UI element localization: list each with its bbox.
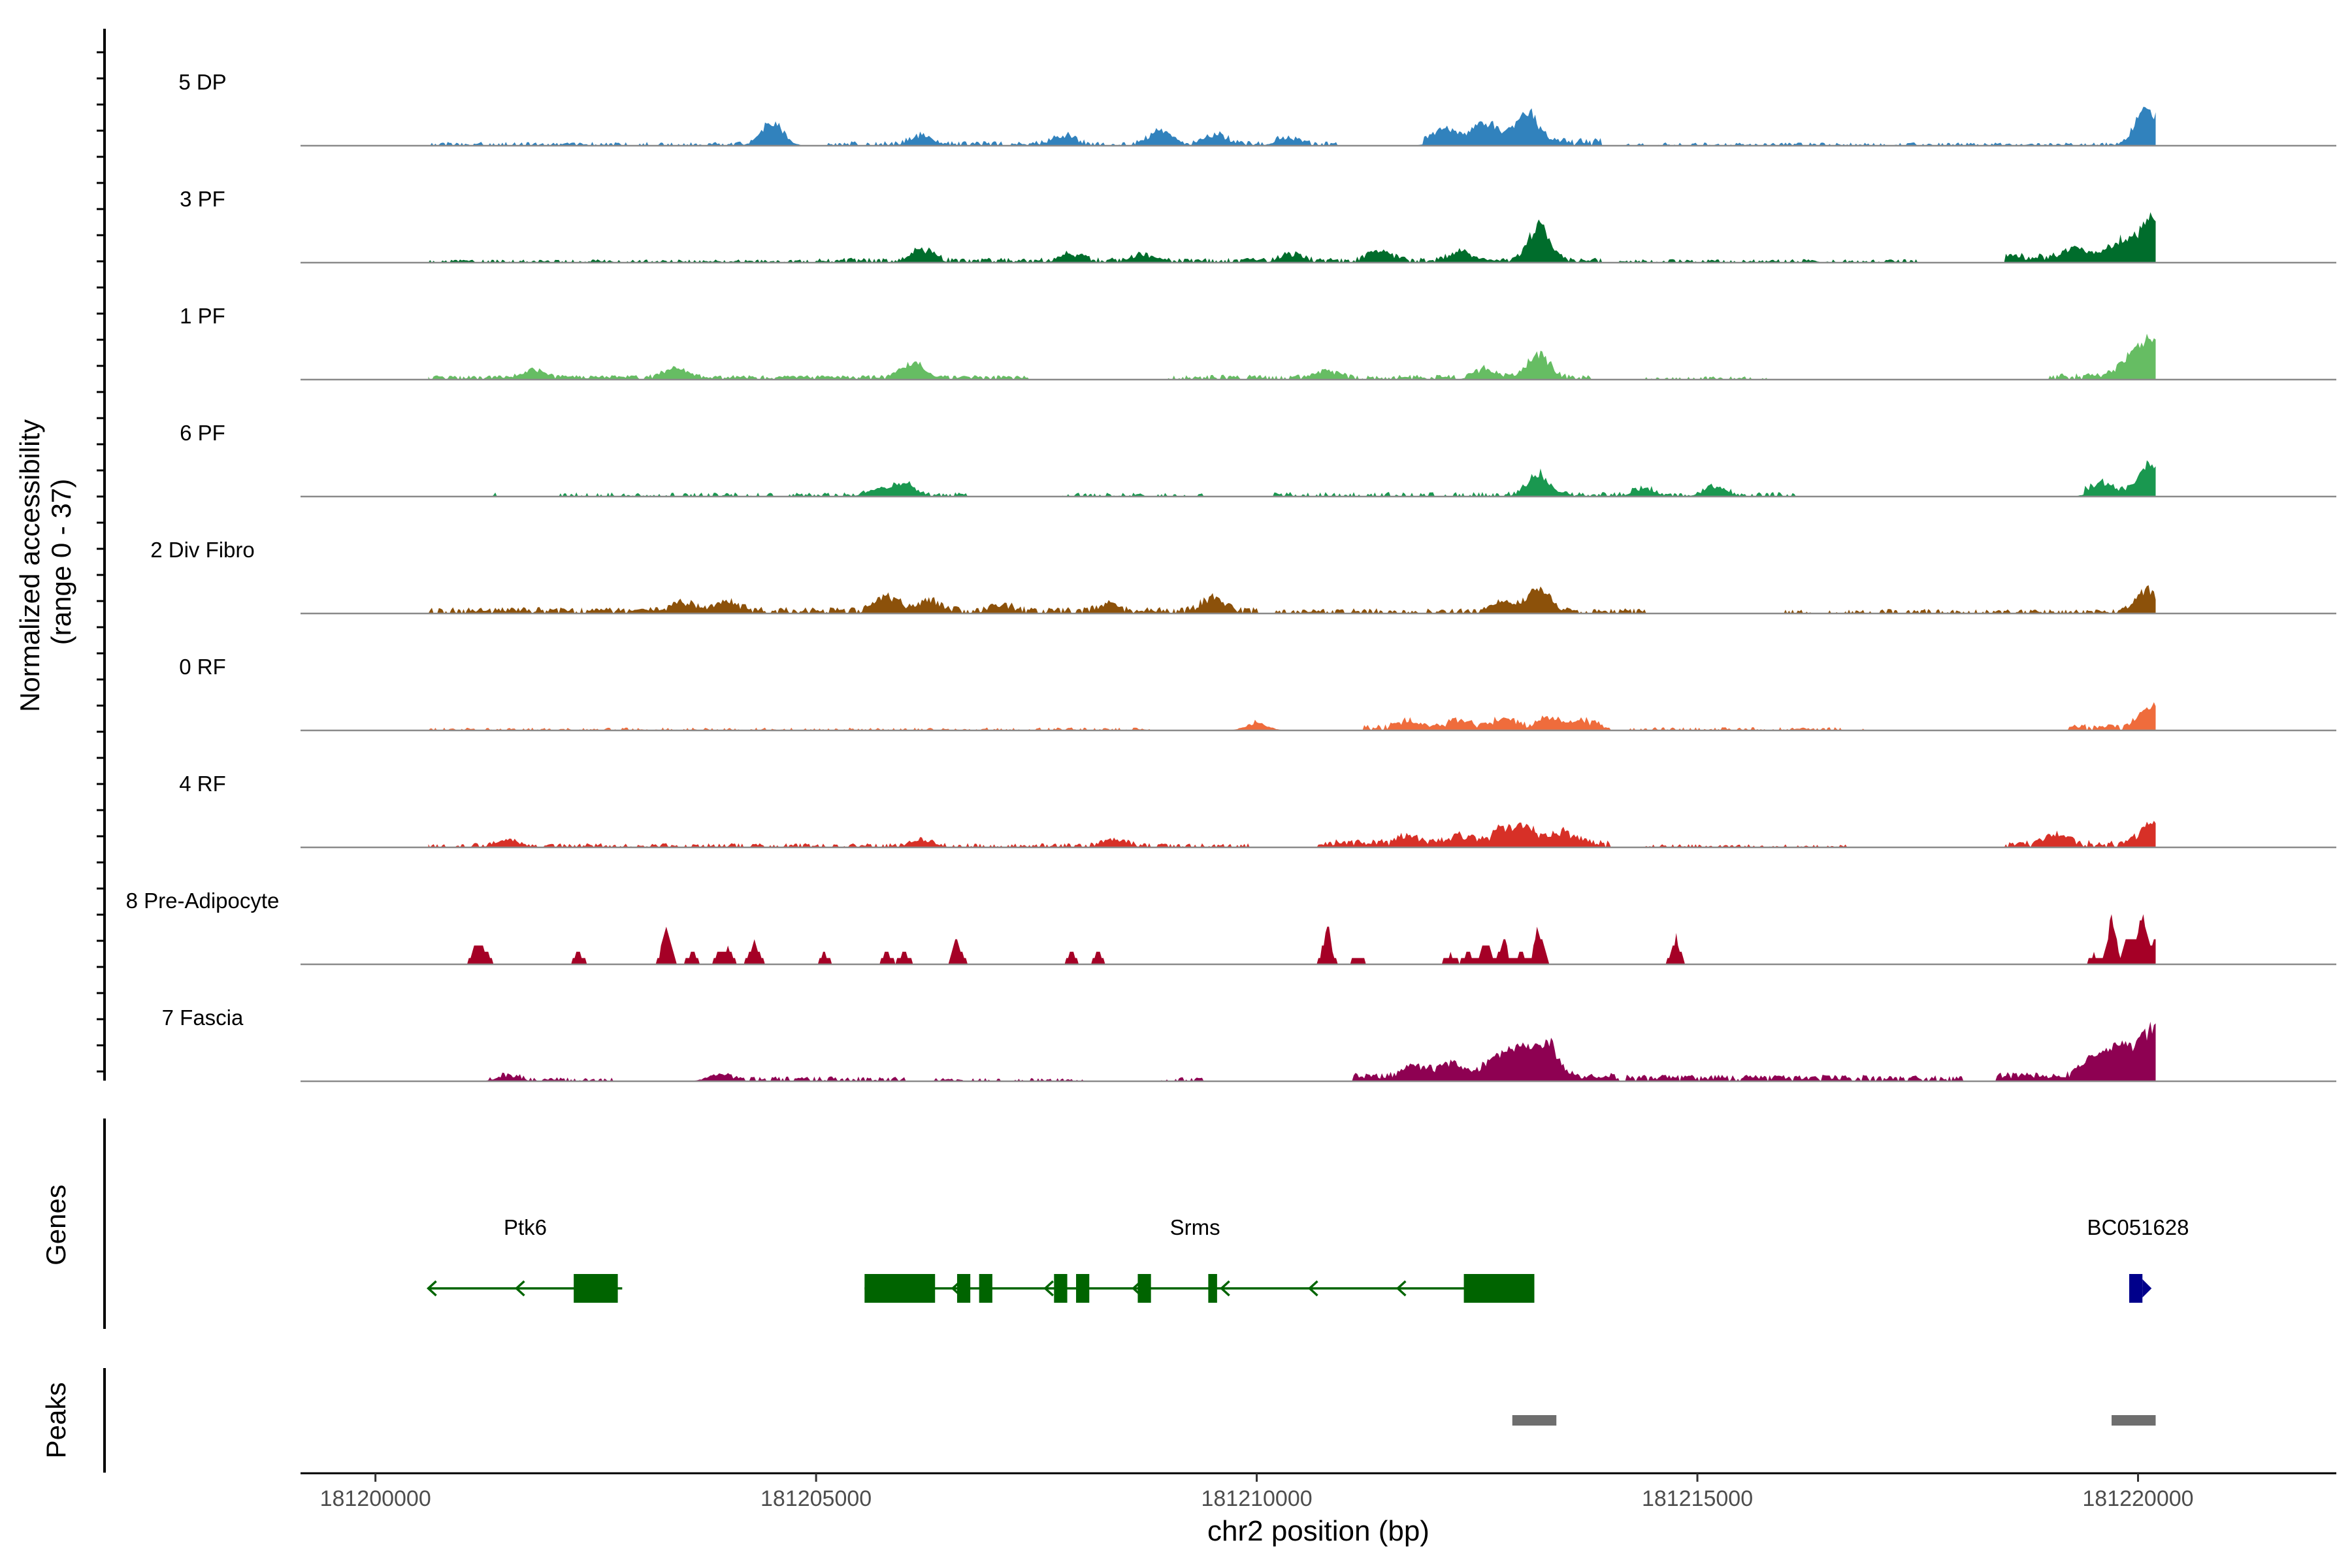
gene-exon <box>1463 1274 1535 1303</box>
coverage-y-minor-ticks <box>97 51 105 1073</box>
track-label: 6 PF <box>180 421 225 445</box>
track-7: 4 RF <box>179 772 2336 849</box>
peaks-panel-label: Peaks <box>41 1382 71 1459</box>
coverage-y-axis-label: Normalized accessibility (range 0 - 37) <box>14 412 76 712</box>
track-5: 2 Div Fibro <box>150 538 2336 615</box>
track-label: 2 Div Fibro <box>150 538 255 562</box>
track-label: 3 PF <box>180 187 225 211</box>
peak-region <box>1512 1415 1557 1426</box>
track-9: 7 Fascia <box>162 1005 2336 1083</box>
gene-strand-arrow <box>1220 1280 1230 1297</box>
track-4: 6 PF <box>180 421 2336 498</box>
gene-exon <box>864 1274 936 1303</box>
y-axis-label-line2: (range 0 - 37) <box>46 479 76 645</box>
gene-exon <box>574 1274 618 1303</box>
track-label: 4 RF <box>179 772 226 796</box>
track-3: 1 PF <box>180 304 2336 381</box>
gene-strand-arrow <box>2142 1279 2152 1298</box>
track-area <box>428 585 2156 613</box>
peak-regions <box>1512 1415 2156 1426</box>
x-tick-label: 181215000 <box>1642 1486 1753 1511</box>
y-axis-label-line1: Normalized accessibility <box>14 419 45 712</box>
gene-srms: Srms <box>864 1215 1535 1303</box>
genes-panel-label: Genes <box>41 1184 71 1266</box>
track-label: 0 RF <box>179 655 226 679</box>
track-8: 8 Pre-Adipocyte <box>126 889 2336 966</box>
track-area <box>428 106 2156 146</box>
track-1: 5 DP <box>178 70 2336 147</box>
gene-exon <box>1208 1274 1217 1303</box>
peak-region <box>2112 1415 2156 1426</box>
x-tick-label: 181210000 <box>1201 1486 1312 1511</box>
gene-bc051628: BC051628 <box>2087 1215 2189 1303</box>
gene-exon <box>979 1274 992 1303</box>
track-area <box>428 821 2156 847</box>
track-2: 3 PF <box>180 187 2336 264</box>
x-tick-label: 181200000 <box>320 1486 431 1511</box>
x-axis-label: chr2 position (bp) <box>1207 1515 1429 1547</box>
gene-ptk6: Ptk6 <box>427 1215 623 1303</box>
track-label: 5 DP <box>178 70 226 94</box>
track-6: 0 RF <box>179 655 2336 732</box>
x-tick-label: 181205000 <box>760 1486 872 1511</box>
track-label: 1 PF <box>180 304 225 328</box>
gene-strand-arrow <box>1396 1280 1407 1297</box>
gene-label: Srms <box>1170 1215 1220 1239</box>
gene-exon <box>1137 1274 1151 1303</box>
gene-strand-arrow <box>427 1280 437 1297</box>
gene-strand-arrow <box>1043 1280 1054 1297</box>
x-axis-ticks: 181200000 181205000 181210000 181215000 1812… <box>320 1473 2194 1511</box>
gene-label: Ptk6 <box>504 1215 547 1239</box>
gene-strand-arrow <box>1307 1280 1318 1297</box>
gene-label: BC051628 <box>2087 1215 2189 1239</box>
x-tick-label: 181220000 <box>2082 1486 2193 1511</box>
gene-strand-arrow <box>514 1280 525 1297</box>
coverage-tracks: 5 DP 3 PF 1 PF 6 PF 2 Div Fibro 0 RF 4 RF 8 Pre… <box>126 70 2336 1083</box>
gene-exon <box>956 1274 971 1303</box>
track-label: 8 Pre-Adipocyte <box>126 889 280 913</box>
gene-exon <box>1054 1274 1068 1303</box>
gene-annotations: Ptk6 Srms BC051628 <box>427 1215 2189 1303</box>
gene-exon <box>1076 1274 1090 1303</box>
track-label: 7 Fascia <box>162 1005 244 1030</box>
gene-exon <box>2129 1274 2143 1303</box>
